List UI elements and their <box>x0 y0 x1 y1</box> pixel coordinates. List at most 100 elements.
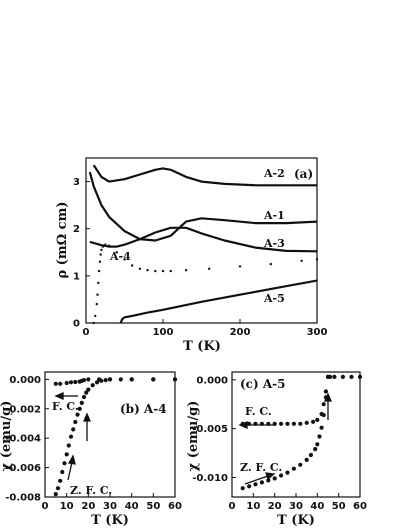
panel-c-point-z-f-c <box>240 486 245 491</box>
panel-b-x-tick-label: 20 <box>81 501 95 512</box>
panel-b-point-z-f-c <box>53 492 58 497</box>
panel-a-point-a-4 <box>107 244 111 247</box>
panel-c-point-z-f-c <box>253 482 258 487</box>
panel-a-series-a-3 <box>89 226 318 253</box>
panel-b-fc-arrowhead <box>54 392 64 400</box>
panel-b-x-tick-label: 50 <box>146 501 160 512</box>
panel-c-point-f-c <box>291 421 296 426</box>
panel-a-series-a-5 <box>119 279 318 324</box>
panel-c-point-f-c <box>340 374 345 379</box>
panel-a-point-a-4 <box>97 269 101 273</box>
panel-b-point-f-c <box>53 381 58 386</box>
panel-a-x-axis-label: T (K) <box>183 339 221 354</box>
panel-b-point-z-f-c <box>79 400 84 405</box>
panel-c-point-z-f-c <box>325 374 331 379</box>
panel-c-point-z-f-c <box>313 447 318 452</box>
panel-a-y-tick-label: 1 <box>73 271 80 282</box>
panel-a-series-label-a-5: A-5 <box>263 292 285 305</box>
panel-a-x-tick-label: 200 <box>230 327 251 338</box>
panel-b-y-tick-label: 0.000 <box>9 375 41 386</box>
panel-b-x-tick-label: 40 <box>125 501 139 512</box>
panel-a-point-a-4 <box>94 314 97 318</box>
panel-a-point-a-4 <box>104 243 107 246</box>
panel-a-x-tick-label: 300 <box>307 327 328 338</box>
panel-c-fc-annotation: F. C. <box>245 405 272 418</box>
panel-a-point-a-4 <box>300 259 303 262</box>
panel-a-y-tick-label: 0 <box>73 319 80 330</box>
panel-b-x-tick-label: 60 <box>168 501 182 512</box>
panel-c-point-z-f-c <box>266 478 271 483</box>
panel-b-point-z-f-c <box>84 390 89 395</box>
panel-b-point-z-f-c <box>66 443 71 448</box>
panel-c-y-tick-label: -0.010 <box>192 473 228 484</box>
panel-c-point-f-c <box>321 402 326 407</box>
panel-b-ticks: 0 10 20 30 40 50 60 -0.008 -0.006 -0.004 -0.002 0.0… <box>5 375 182 512</box>
panel-c-point-z-f-c <box>247 484 252 489</box>
panel-b-point-z-f-c <box>73 419 78 425</box>
panel-a-point-a-4 <box>131 264 134 267</box>
panel-b-y-tick-label: -0.002 <box>5 404 41 415</box>
panel-b-point-z-f-c <box>86 387 91 392</box>
panel-a-point-a-4 <box>97 281 100 285</box>
panel-a-series-a-1 <box>88 171 318 242</box>
panel-c-x-tick-label: 60 <box>353 501 367 512</box>
panel-b-tc-arrowhead <box>83 412 91 422</box>
panel-a-point-a-4 <box>161 269 165 273</box>
panel-b-point-z-f-c <box>90 383 95 388</box>
panel-a-point-a-4 <box>315 258 319 261</box>
panel-a-point-a-4 <box>100 248 103 252</box>
panel-c-point-z-f-c <box>321 412 326 418</box>
panel-c-point-z-f-c <box>323 395 328 400</box>
panel-c-point-z-f-c <box>298 462 303 467</box>
panel-c-zfc-arrow <box>244 475 269 485</box>
panel-c-label: (c) A-5 <box>240 377 285 391</box>
panel-b-y-tick-label: -0.006 <box>5 463 41 474</box>
panel-c-point-z-f-c <box>317 434 322 439</box>
panel-c-y-tick-label: -0.005 <box>192 424 228 435</box>
panel-c-point-z-f-c <box>319 425 324 430</box>
panel-b-series <box>53 377 178 497</box>
panel-c-point-f-c <box>298 421 303 426</box>
panel-c-point-f-c <box>349 374 354 379</box>
panel-b-point-z-f-c <box>99 378 104 383</box>
panel-c-x-tick-label: 10 <box>246 501 260 512</box>
panel-b-frame <box>44 371 176 498</box>
panel-c-point-f-c <box>253 421 258 426</box>
panel-c-zfc-arrowhead <box>265 472 276 481</box>
panel-b-label: (b) A-4 <box>120 402 167 416</box>
panel-b-x-tick-label: 30 <box>103 501 117 512</box>
panel-c-x-tick-label: 20 <box>268 501 282 512</box>
panel-c-point-f-c <box>240 421 245 426</box>
panel-c-series <box>240 374 363 491</box>
panel-c-point-f-c <box>279 421 284 426</box>
panel-a-y-tick-label: 2 <box>73 224 80 235</box>
panel-c-point-z-f-c <box>291 466 296 471</box>
panel-b-point-f-c <box>64 380 69 386</box>
panel-a-point-a-4 <box>92 321 95 325</box>
panel-b-point-z-f-c <box>64 452 69 457</box>
panel-b-point-z-f-c <box>75 412 80 417</box>
panel-b-point-f-c <box>68 380 74 385</box>
panel-c-point-f-c <box>332 374 337 379</box>
panel-b-point-f-c <box>81 378 87 383</box>
panel-a-y-axis-label: ρ (mΩ cm) <box>55 202 70 279</box>
panel-a-point-a-4 <box>98 260 102 263</box>
panel-a-point-a-4 <box>123 258 126 261</box>
panel-b-point-z-f-c <box>55 486 61 491</box>
panel-c-point-z-f-c <box>308 452 313 458</box>
panel-c-y-axis-label: χ (emu/g) <box>186 401 201 472</box>
panel-b-arrows <box>54 392 91 481</box>
panel-a-point-a-4 <box>169 269 172 273</box>
panel-b-x-tick-label: 10 <box>60 501 74 512</box>
panel-b-point-z-f-c <box>129 377 134 382</box>
panel-a-frame <box>85 157 318 324</box>
panel-b-point-z-f-c <box>151 377 156 382</box>
panel-c-point-z-f-c <box>285 470 290 475</box>
panel-a-point-a-4 <box>208 267 211 270</box>
panel-c-point-z-f-c <box>259 480 264 485</box>
panel-c-susceptibility-chart: (c) A-5 T (K) χ (emu/g) F. C. Z. F. C. 0… <box>186 371 367 528</box>
panel-c-point-f-c <box>272 421 277 426</box>
panel-c-x-tick-label: 50 <box>332 501 346 512</box>
